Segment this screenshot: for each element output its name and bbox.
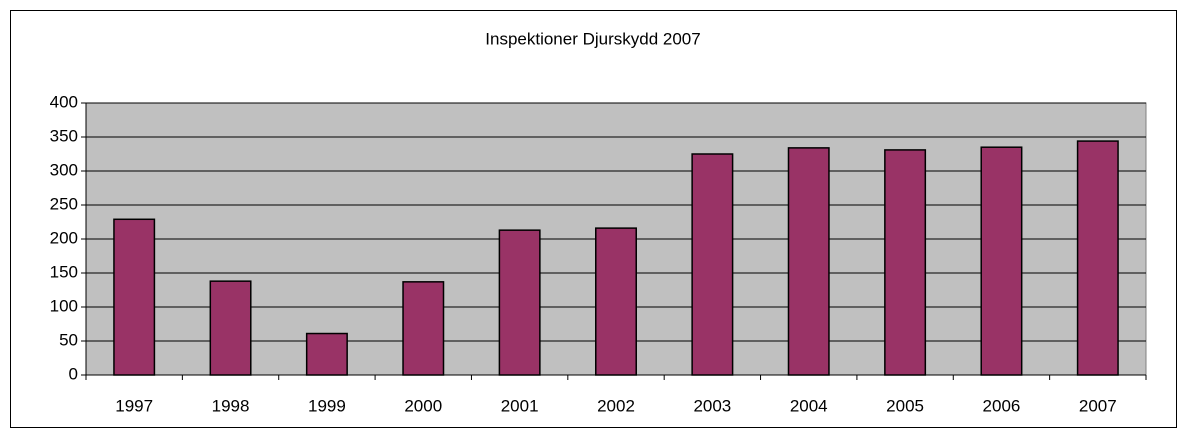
- y-tick-label: 200: [50, 228, 78, 247]
- y-tick-label: 400: [50, 92, 78, 111]
- x-tick-label: 2007: [1079, 396, 1117, 415]
- x-tick-label: 2004: [790, 396, 828, 415]
- bar: [787, 147, 830, 376]
- y-tick-label: 150: [50, 262, 78, 281]
- bar: [498, 229, 541, 376]
- x-tick-label: 1999: [308, 396, 346, 415]
- bar: [691, 153, 734, 376]
- bar: [1076, 140, 1119, 376]
- bar: [595, 227, 637, 376]
- x-tick-label: 2000: [404, 396, 442, 415]
- y-tick-label: 100: [50, 296, 78, 315]
- bar: [402, 281, 445, 376]
- y-tick-label: 250: [50, 194, 78, 213]
- bar: [209, 280, 252, 376]
- y-tick-label: 50: [59, 330, 78, 349]
- bar: [884, 149, 927, 376]
- y-tick-label: 0: [69, 364, 78, 383]
- bar: [113, 218, 156, 376]
- x-tick-label: 2006: [983, 396, 1021, 415]
- y-tick-label: 300: [50, 160, 78, 179]
- x-tick-label: 2003: [693, 396, 731, 415]
- bar: [305, 332, 348, 376]
- x-tick-label: 2001: [501, 396, 539, 415]
- x-tick-label: 1997: [115, 396, 153, 415]
- y-tick-label: 350: [50, 126, 78, 145]
- bar: [980, 146, 1023, 376]
- x-tick-label: 2005: [886, 396, 924, 415]
- chart-title: Inspektioner Djurskydd 2007: [485, 29, 700, 48]
- x-tick-label: 2002: [597, 396, 635, 415]
- x-tick-label: 1998: [212, 396, 250, 415]
